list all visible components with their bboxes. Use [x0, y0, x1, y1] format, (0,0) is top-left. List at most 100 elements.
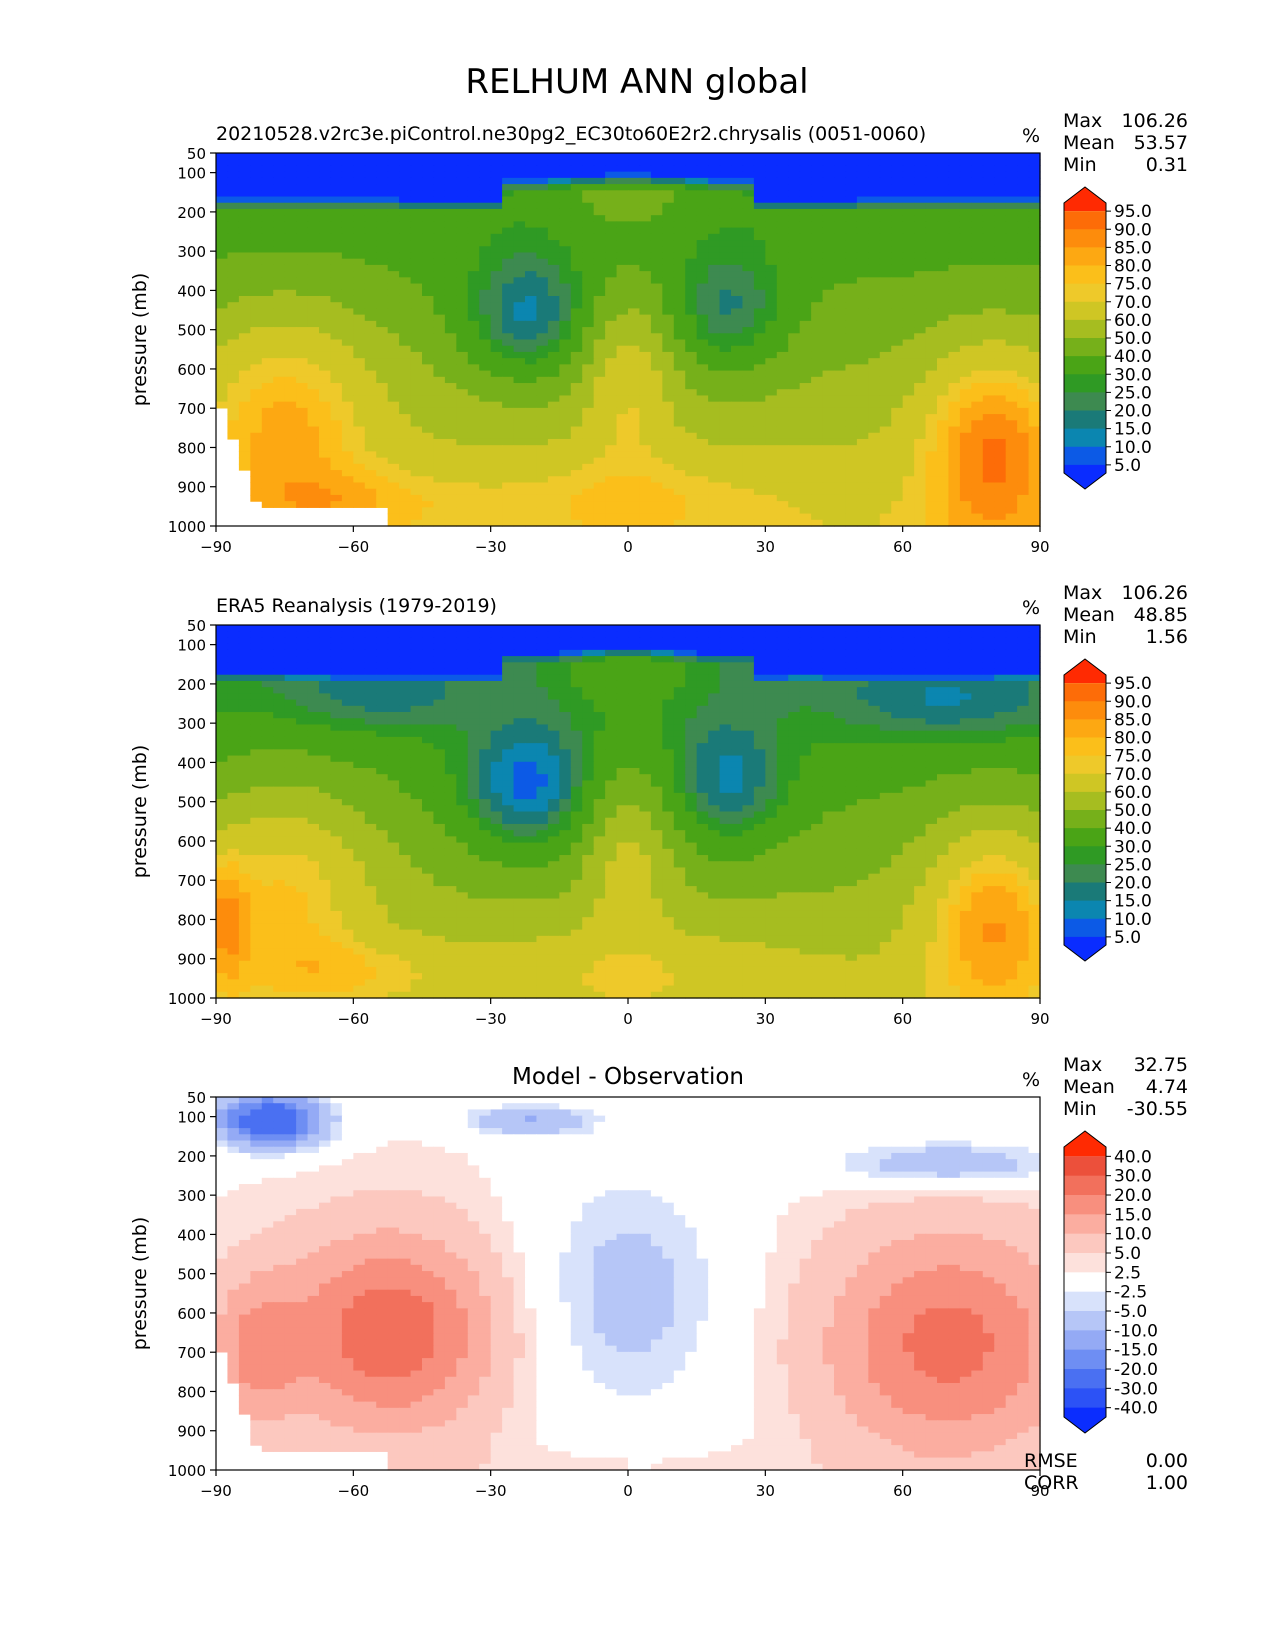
stat-label: Max [1063, 582, 1102, 604]
y-tick-label: 500 [177, 794, 206, 812]
x-tick-label: 90 [1030, 1482, 1049, 1500]
stat-value: 1.56 [1146, 626, 1188, 648]
units-label: % [1022, 1069, 1040, 1091]
x-tick-label: 0 [623, 1010, 633, 1028]
colorbar-label: 10.0 [1114, 1225, 1152, 1245]
colorbar-label: 40.0 [1114, 819, 1152, 839]
y-tick-label: 700 [177, 872, 206, 890]
y-tick-label: 200 [177, 204, 206, 222]
x-tick-label: −90 [200, 1010, 232, 1028]
stat-value: 106.26 [1122, 582, 1188, 604]
y-tick-label: 900 [177, 1423, 206, 1441]
stat-value: 1.00 [1146, 1472, 1188, 1494]
y-tick-label: 400 [177, 754, 206, 772]
panel-title: ERA5 Reanalysis (1979-2019) [216, 595, 497, 617]
x-tick-label: −30 [475, 538, 507, 556]
colorbar-label: 20.0 [1114, 402, 1152, 422]
y-tick-label: 500 [177, 1266, 206, 1284]
y-tick-label: 700 [177, 1344, 206, 1362]
colorbar-label: 75.0 [1114, 747, 1152, 767]
colorbar-label: 10.0 [1114, 438, 1152, 458]
y-axis-label: pressure (mb) [129, 1217, 151, 1351]
colorbar-label: 15.0 [1114, 1205, 1152, 1225]
colorbar: -40.0-30.0-20.0-15.0-10.0-5.0-2.52.55.01… [1063, 1130, 1158, 1434]
y-tick-label: 300 [177, 1187, 206, 1205]
x-tick-label: −90 [200, 538, 232, 556]
y-tick-label: 700 [177, 400, 206, 418]
y-tick-label: 50 [187, 617, 206, 635]
colorbar-label: 60.0 [1114, 311, 1152, 331]
x-tick-label: 90 [1030, 1010, 1049, 1028]
x-tick-label: −60 [338, 538, 370, 556]
stat-value: -30.55 [1127, 1098, 1188, 1120]
colorbar-label: 90.0 [1114, 692, 1152, 712]
stat-value: 106.26 [1122, 110, 1188, 132]
x-tick-label: 60 [893, 1482, 912, 1500]
stat-label: Mean [1063, 604, 1115, 626]
colorbar: 5.010.015.020.025.030.040.050.060.070.07… [1063, 658, 1152, 962]
y-tick-label: 50 [187, 145, 206, 163]
y-tick-label: 800 [177, 439, 206, 457]
colorbar-label: 50.0 [1114, 801, 1152, 821]
colorbar-label: 70.0 [1114, 765, 1152, 785]
colorbar-label: 5.0 [1114, 456, 1141, 476]
colorbar-label: 15.0 [1114, 420, 1152, 440]
y-tick-label: 400 [177, 282, 206, 300]
colorbar-label: 50.0 [1114, 329, 1152, 349]
colorbar-label: 70.0 [1114, 293, 1152, 313]
colorbar-label: 5.0 [1114, 928, 1141, 948]
contour-field [216, 153, 1041, 527]
y-tick-label: 600 [177, 1305, 206, 1323]
colorbar-label: 25.0 [1114, 383, 1152, 403]
units-label: % [1022, 125, 1040, 147]
x-tick-label: 30 [756, 538, 775, 556]
y-tick-label: 600 [177, 833, 206, 851]
y-tick-label: 100 [177, 165, 206, 183]
units-label: % [1022, 597, 1040, 619]
colorbar-label: 75.0 [1114, 275, 1152, 295]
colorbar: 5.010.015.020.025.030.040.050.060.070.07… [1063, 186, 1152, 490]
panel-title: 20210528.v2rc3e.piControl.ne30pg2_EC30to… [216, 123, 926, 145]
colorbar-label: 95.0 [1114, 674, 1152, 694]
stat-value: 4.74 [1146, 1076, 1188, 1098]
x-tick-label: −30 [475, 1482, 507, 1500]
y-tick-label: 400 [177, 1226, 206, 1244]
y-tick-label: 1000 [168, 518, 206, 536]
x-tick-label: 0 [623, 1482, 633, 1500]
colorbar-label: -2.5 [1114, 1283, 1147, 1303]
colorbar-label: 85.0 [1114, 710, 1152, 730]
stat-value: 48.85 [1134, 604, 1188, 626]
x-tick-label: 60 [893, 1010, 912, 1028]
colorbar-label: -30.0 [1114, 1379, 1158, 1399]
stat-value: 0.31 [1146, 154, 1188, 176]
x-tick-label: −60 [338, 1010, 370, 1028]
y-tick-label: 1000 [168, 1462, 206, 1480]
stat-label: Min [1063, 626, 1097, 648]
y-tick-label: 1000 [168, 990, 206, 1008]
x-tick-label: 90 [1030, 538, 1049, 556]
colorbar-label: 90.0 [1114, 220, 1152, 240]
colorbar-label: 80.0 [1114, 729, 1152, 749]
colorbar-label: 5.0 [1114, 1244, 1141, 1264]
colorbar-label: 20.0 [1114, 1186, 1152, 1206]
x-tick-label: −60 [338, 1482, 370, 1500]
x-tick-label: 30 [756, 1482, 775, 1500]
figure-title: RELHUM ANN global [465, 62, 808, 102]
x-tick-label: 30 [756, 1010, 775, 1028]
stat-label: Max [1063, 1054, 1102, 1076]
colorbar-label: 30.0 [1114, 837, 1152, 857]
x-tick-label: −30 [475, 1010, 507, 1028]
stat-value: 32.75 [1134, 1054, 1188, 1076]
colorbar-label: -15.0 [1114, 1341, 1158, 1361]
y-tick-label: 100 [177, 637, 206, 655]
stat-label: CORR [1024, 1472, 1079, 1494]
y-tick-label: 600 [177, 361, 206, 379]
stat-label: RMSE [1024, 1450, 1078, 1472]
colorbar-label: 30.0 [1114, 365, 1152, 385]
colorbar-label: 80.0 [1114, 257, 1152, 277]
colorbar-label: 2.5 [1114, 1263, 1141, 1283]
